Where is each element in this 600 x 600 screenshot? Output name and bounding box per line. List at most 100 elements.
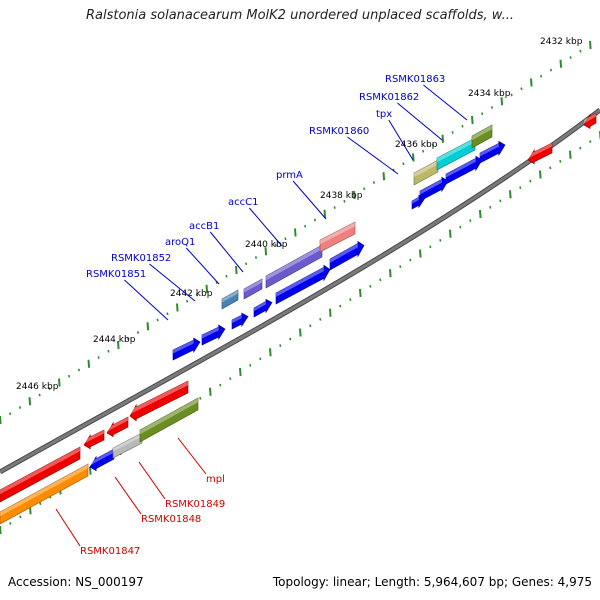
upper-tick-mark — [589, 40, 592, 50]
lower-tick-mark — [239, 367, 242, 377]
upper-tick-mark — [127, 337, 130, 341]
lower-tick-mark — [589, 140, 592, 143]
upper-tick-mark — [87, 359, 91, 368]
upper-tick-mark — [569, 56, 572, 59]
upper-tick-mark — [481, 112, 484, 116]
gene-rsmk01852-body — [221, 289, 239, 310]
upper-tick-mark — [382, 172, 386, 181]
forward-gene-label: aroQ1 — [165, 237, 195, 248]
gene-layer — [0, 112, 597, 525]
upper-tick-mark — [0, 415, 2, 425]
lower-tick-mark — [409, 258, 412, 262]
upper-tick-mark — [166, 312, 169, 316]
genome-backbone — [0, 108, 600, 475]
upper-tick-mark — [372, 181, 376, 184]
gene-red-2 — [106, 416, 129, 438]
lower-tick-mark — [299, 328, 302, 337]
lower-tick-mark — [549, 166, 552, 170]
gene-rsmk01863-body — [471, 124, 493, 149]
reverse-gene-label: RSMK01849 — [165, 499, 225, 510]
reverse-leader-line — [55, 508, 81, 547]
forward-gene-label: accC1 — [228, 197, 258, 208]
forward-leader-line — [388, 119, 414, 161]
lower-tick-mark — [519, 186, 522, 190]
tick-label: 2434 kbp — [468, 89, 511, 99]
forward-gene-label: accB1 — [189, 221, 219, 232]
upper-tick-mark — [333, 206, 336, 209]
lower-tick-mark — [419, 249, 422, 258]
gene-rsmk01849-body — [112, 432, 143, 459]
gene-tpx-body — [413, 159, 439, 186]
gene-red-3-highlight — [130, 381, 188, 415]
gene-red-2-highlight — [107, 417, 128, 432]
forward-leader-line — [248, 207, 283, 247]
upper-tick-mark — [540, 74, 543, 78]
lower-tick-mark — [199, 396, 202, 400]
gene-blue-2-body — [201, 324, 226, 346]
reverse-leader-line — [114, 476, 142, 515]
gene-blue-8 — [419, 176, 449, 202]
gene-aroq1-body — [243, 278, 263, 300]
gene-rsmk01847 — [0, 463, 89, 525]
lower-tick-mark — [369, 285, 372, 288]
gene-mpl — [139, 397, 199, 443]
gene-blue-2 — [201, 324, 226, 346]
forward-gene-label: prmA — [276, 170, 303, 181]
reverse-leader-line — [138, 461, 166, 500]
lower-tick-mark — [0, 525, 2, 535]
upper-tick-mark — [186, 299, 189, 303]
gene-blue-5 — [275, 264, 331, 305]
gene-rsmk01849-highlight — [113, 433, 142, 452]
reverse-gene-label: RSMK01847 — [80, 546, 140, 557]
upper-tick-mark — [441, 134, 445, 143]
reverse-leader-line — [177, 437, 207, 475]
lower-tick-mark — [329, 308, 332, 317]
gene-blue-8-highlight — [420, 179, 442, 195]
gene-rsmk01852 — [221, 289, 239, 310]
gene-rsmk01862 — [436, 137, 476, 171]
upper-tick-mark — [422, 149, 425, 153]
gene-red-right-highlight — [528, 143, 552, 159]
gene-mpl-highlight — [140, 398, 198, 435]
upper-tick-mark — [304, 224, 307, 228]
gene-blue-4-highlight — [254, 301, 266, 312]
lower-tick-mark — [579, 146, 582, 150]
lower-tick-mark — [349, 298, 352, 301]
upper-tick-mark — [136, 331, 140, 334]
forward-gene-label: RSMK01852 — [111, 253, 171, 264]
lower-tick-mark — [289, 337, 292, 341]
lower-tick-mark — [389, 269, 392, 278]
gene-blue-4 — [253, 298, 273, 318]
lower-tick-mark — [489, 206, 492, 209]
gene-blue-10 — [479, 140, 506, 164]
gene-prma — [319, 221, 356, 253]
lower-tick-mark — [399, 265, 402, 269]
upper-tick-mark — [294, 228, 297, 237]
upper-tick-mark — [225, 274, 228, 278]
gene-rsmk01847-upper-highlight — [0, 447, 80, 495]
gene-red-edge-highlight — [584, 113, 596, 124]
lower-tick-mark — [569, 150, 572, 159]
gene-rsmk01852-highlight — [222, 290, 238, 303]
lower-tick-mark — [359, 288, 362, 298]
upper-tick-mark — [18, 406, 22, 409]
gene-tpx-highlight — [414, 160, 438, 178]
gene-blue-1 — [172, 337, 201, 361]
lower-tick-mark — [249, 364, 252, 367]
lower-tick-mark — [279, 344, 282, 348]
lower-tick-mark — [559, 159, 562, 163]
upper-tick-mark — [97, 356, 100, 359]
lower-tick-mark — [319, 317, 322, 321]
gene-blue-1-body — [172, 337, 201, 361]
upper-tick-mark — [195, 293, 199, 297]
lower-tick-mark — [539, 170, 542, 179]
lower-tick-mark — [9, 522, 12, 525]
lower-tick-mark — [509, 190, 512, 199]
upper-tick-mark — [284, 237, 287, 241]
upper-tick-mark — [471, 115, 474, 125]
gene-rsmk01863 — [471, 124, 493, 149]
lower-tick-mark — [259, 357, 262, 361]
forward-gene-label: RSMK01862 — [359, 92, 419, 103]
lower-tick-mark — [429, 245, 432, 249]
